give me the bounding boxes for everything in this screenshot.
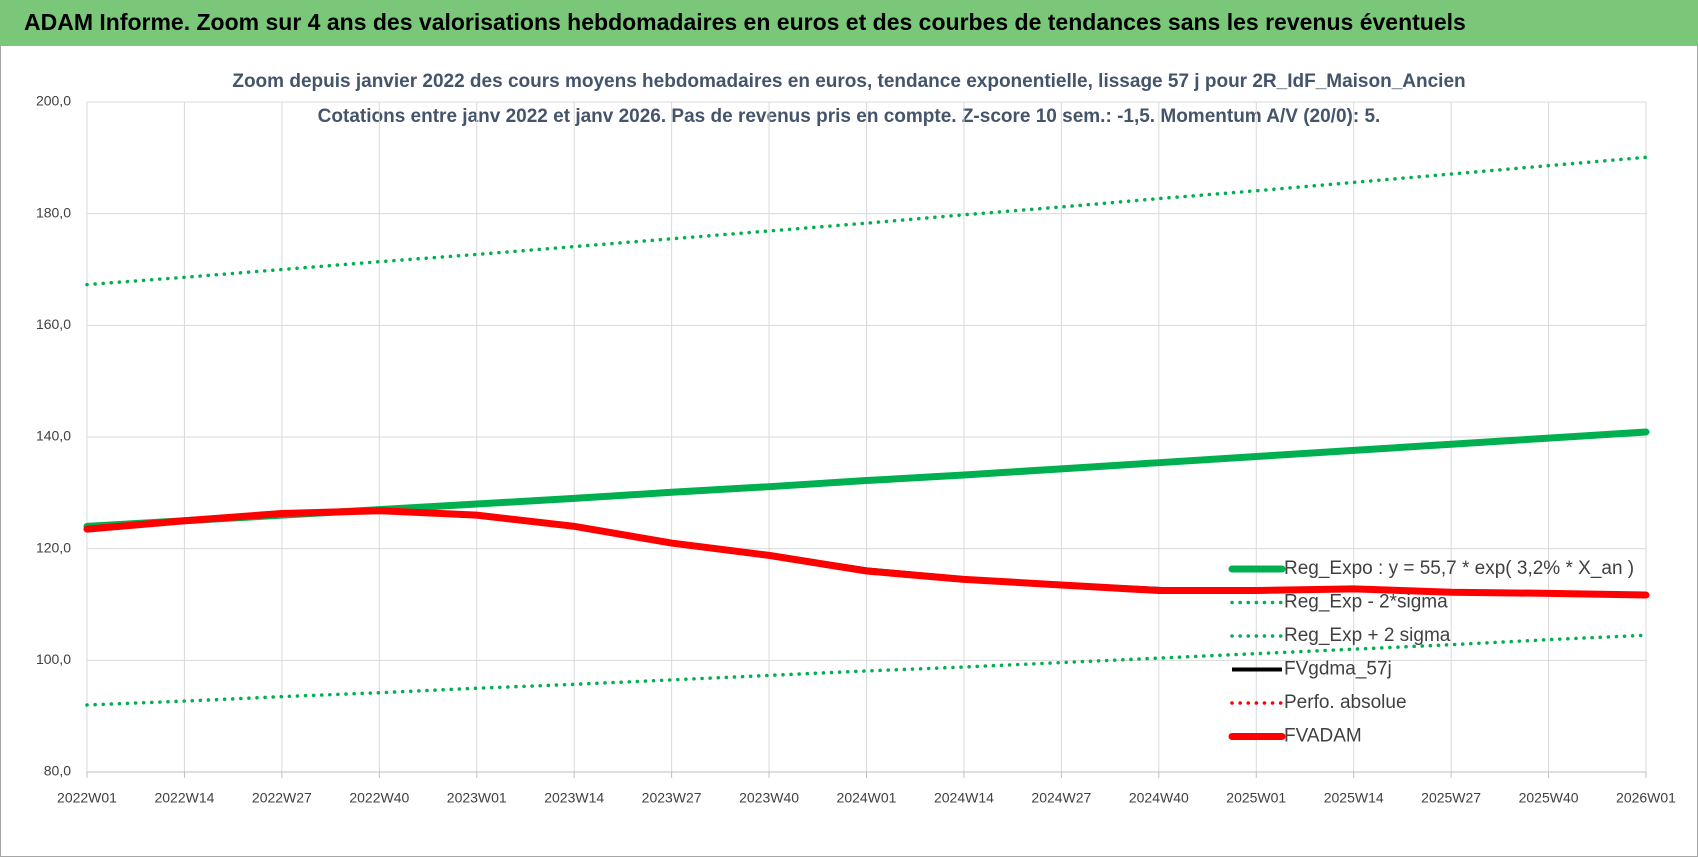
chart-title: Zoom depuis janvier 2022 des cours moyen…	[232, 71, 1465, 92]
x-tick-label: 2022W27	[252, 790, 312, 806]
legend-label: Perfo. absolue	[1284, 692, 1407, 713]
legend-label: FVgdma_57j	[1284, 659, 1392, 680]
x-tick-label: 2022W01	[57, 790, 117, 806]
chart-subtitle: Cotations entre janv 2022 et janv 2026. …	[318, 106, 1381, 127]
series-line	[85, 155, 1648, 287]
legend-label: FVADAM	[1284, 726, 1362, 747]
legend-label: Reg_Exp - 2*sigma	[1284, 592, 1448, 613]
y-tick-label: 80,0	[44, 763, 71, 779]
x-tick-label: 2025W40	[1519, 790, 1579, 806]
x-tick-label: 2024W01	[837, 790, 897, 806]
header-title: ADAM Informe. Zoom sur 4 ans des valoris…	[24, 9, 1466, 35]
x-tick-label: 2025W01	[1226, 790, 1286, 806]
y-tick-label: 120,0	[36, 539, 71, 555]
x-tick-label: 2022W14	[154, 790, 214, 806]
legend-label: Reg_Exp + 2 sigma	[1284, 625, 1451, 646]
x-tick-label: 2023W40	[739, 790, 799, 806]
x-tick-label: 2026W01	[1616, 790, 1676, 806]
x-tick-label: 2024W27	[1031, 790, 1091, 806]
x-tick-label: 2024W40	[1129, 790, 1189, 806]
y-tick-label: 140,0	[36, 428, 71, 444]
y-tick-label: 180,0	[36, 204, 71, 220]
x-tick-label: 2024W14	[934, 790, 994, 806]
y-tick-label: 160,0	[36, 316, 71, 332]
x-tick-label: 2023W01	[447, 790, 507, 806]
x-tick-label: 2025W14	[1324, 790, 1384, 806]
x-tick-label: 2022W40	[349, 790, 409, 806]
legend-label: Reg_Expo : y = 55,7 * exp( 3,2% * X_an )	[1284, 558, 1634, 579]
x-tick-label: 2023W14	[544, 790, 604, 806]
y-tick-label: 100,0	[36, 651, 71, 667]
x-tick-label: 2023W27	[642, 790, 702, 806]
y-tick-label: 200,0	[36, 93, 71, 109]
series-line	[83, 507, 1650, 599]
header-bar	[0, 0, 1698, 46]
series-line	[85, 633, 1648, 707]
x-tick-label: 2025W27	[1421, 790, 1481, 806]
